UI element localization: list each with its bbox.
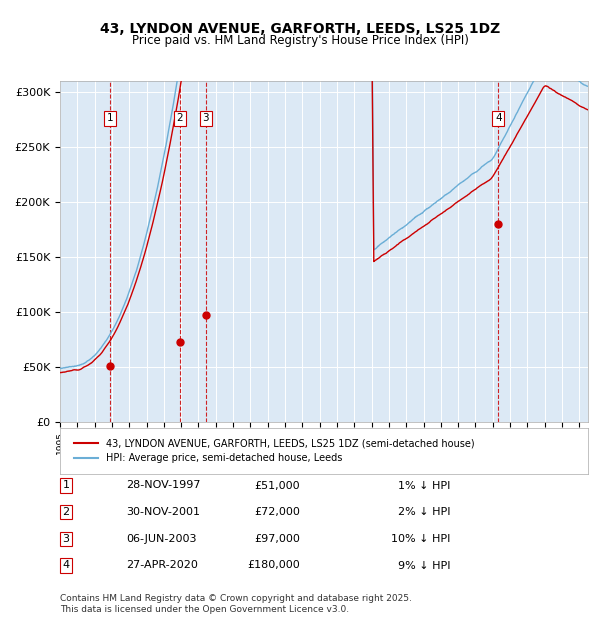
Text: 27-APR-2020: 27-APR-2020 xyxy=(126,560,198,570)
Text: 28-NOV-1997: 28-NOV-1997 xyxy=(126,480,200,490)
Text: Contains HM Land Registry data © Crown copyright and database right 2025.
This d: Contains HM Land Registry data © Crown c… xyxy=(60,595,412,614)
Text: 9% ↓ HPI: 9% ↓ HPI xyxy=(398,560,450,570)
Text: 1% ↓ HPI: 1% ↓ HPI xyxy=(398,480,450,490)
Text: 4: 4 xyxy=(495,113,502,123)
Text: 43, LYNDON AVENUE, GARFORTH, LEEDS, LS25 1DZ: 43, LYNDON AVENUE, GARFORTH, LEEDS, LS25… xyxy=(100,22,500,36)
Text: Price paid vs. HM Land Registry's House Price Index (HPI): Price paid vs. HM Land Registry's House … xyxy=(131,34,469,47)
Legend: 43, LYNDON AVENUE, GARFORTH, LEEDS, LS25 1DZ (semi-detached house), HPI: Average: 43, LYNDON AVENUE, GARFORTH, LEEDS, LS25… xyxy=(70,435,479,467)
Text: £72,000: £72,000 xyxy=(254,507,300,517)
Text: 4: 4 xyxy=(62,560,70,570)
Text: £97,000: £97,000 xyxy=(254,534,300,544)
Text: 1: 1 xyxy=(107,113,113,123)
Text: 2: 2 xyxy=(176,113,183,123)
Text: 10% ↓ HPI: 10% ↓ HPI xyxy=(391,534,450,544)
Text: 30-NOV-2001: 30-NOV-2001 xyxy=(126,507,200,517)
Text: 3: 3 xyxy=(203,113,209,123)
Text: £51,000: £51,000 xyxy=(254,480,300,490)
Text: 1: 1 xyxy=(62,480,70,490)
Text: £180,000: £180,000 xyxy=(247,560,300,570)
Text: 2: 2 xyxy=(62,507,70,517)
Text: 3: 3 xyxy=(62,534,70,544)
Text: 06-JUN-2003: 06-JUN-2003 xyxy=(126,534,197,544)
Text: 2% ↓ HPI: 2% ↓ HPI xyxy=(398,507,450,517)
